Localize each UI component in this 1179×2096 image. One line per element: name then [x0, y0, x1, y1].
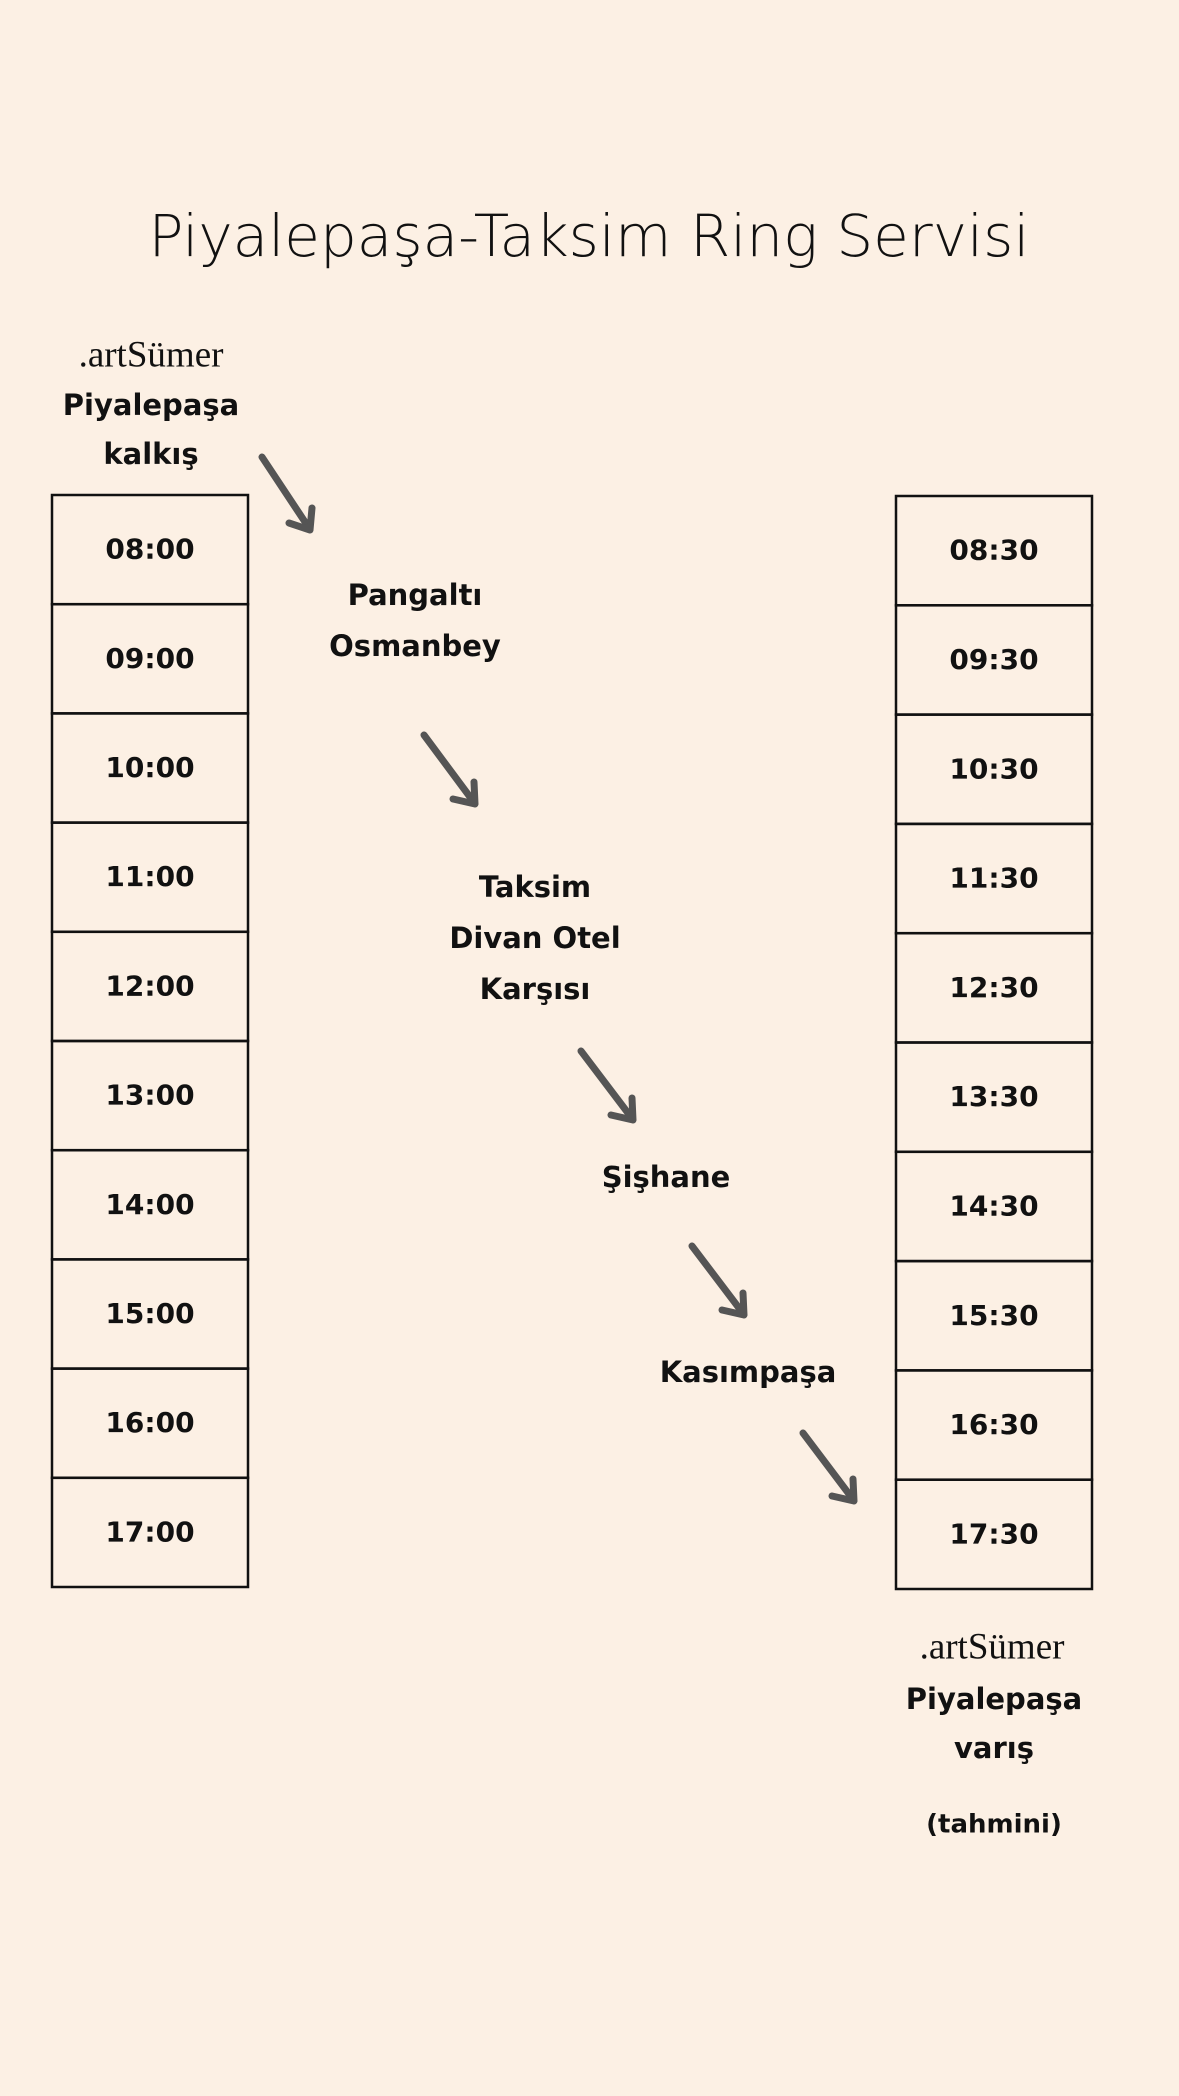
stop-name: Şişhane: [602, 1160, 731, 1194]
stop-name: Divan Otel: [449, 921, 620, 955]
place: Piyalepaşa: [63, 388, 239, 422]
time: 13:30: [949, 1080, 1038, 1113]
stop-name: Kasımpaşa: [660, 1355, 837, 1389]
label: varış: [954, 1731, 1034, 1765]
time: 14:30: [949, 1189, 1038, 1222]
time: 08:00: [105, 533, 194, 566]
time: 12:00: [105, 969, 194, 1002]
time: 08:30: [949, 534, 1038, 567]
time: 17:00: [105, 1515, 194, 1548]
tables: 08:00 09:00 10:00 11:00 12:00 13:00 14:00 15:00…: [50, 493, 1094, 1591]
time-cell: [894, 1478, 1094, 1591]
time: 12:30: [949, 971, 1038, 1004]
time: 10:00: [105, 751, 194, 784]
time: 10:30: [949, 752, 1038, 785]
stop-name: Pangaltı: [348, 578, 483, 612]
stop-name: Osmanbey: [329, 629, 501, 663]
brand: .artSümer: [920, 1626, 1065, 1667]
time: 09:30: [949, 643, 1038, 676]
time: 11:30: [949, 862, 1038, 895]
time-cell: [50, 1476, 250, 1589]
time: 14:00: [105, 1188, 194, 1221]
time: 17:30: [949, 1517, 1038, 1550]
time: 16:00: [105, 1406, 194, 1439]
time: 15:00: [105, 1297, 194, 1330]
place: Piyalepaşa: [906, 1682, 1082, 1716]
time: 16:30: [949, 1408, 1038, 1441]
time: 09:00: [105, 642, 194, 675]
time: 15:30: [949, 1299, 1038, 1332]
stop-name: Taksim: [479, 870, 591, 904]
title: Piyalepaşa-Taksim Ring Servisi: [149, 202, 1030, 270]
arrows: [258, 453, 858, 1505]
time: 13:00: [105, 1079, 194, 1112]
time: 11:00: [105, 860, 194, 893]
stop-name: Karşısı: [480, 972, 591, 1006]
brand: .artSümer: [79, 334, 224, 375]
label: kalkış: [103, 437, 198, 471]
note: (tahmini): [926, 1810, 1062, 1840]
